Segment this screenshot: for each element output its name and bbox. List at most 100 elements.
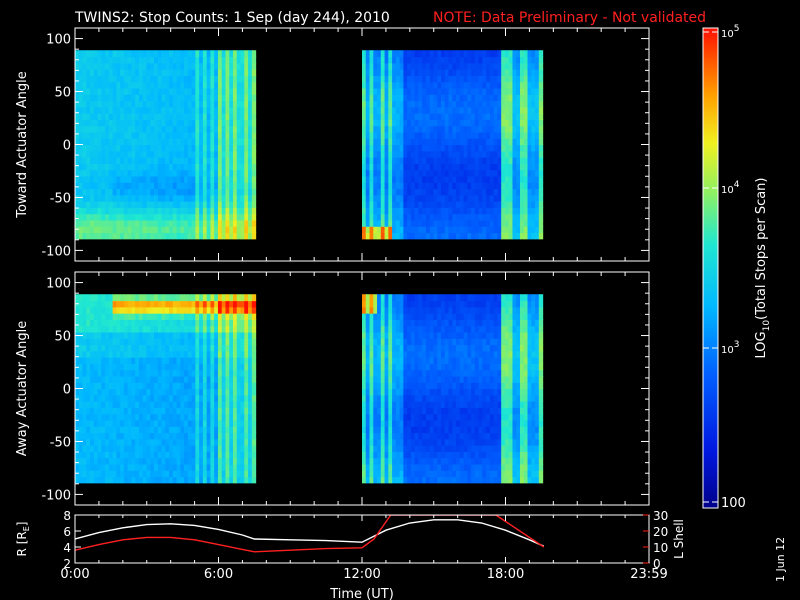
heatmap-cell — [202, 50, 208, 58]
heatmap-cell — [82, 451, 87, 459]
heatmap-cell — [377, 325, 382, 333]
heatmap-cell — [105, 476, 110, 484]
heatmap-cell — [97, 106, 102, 114]
heatmap-cell — [229, 94, 234, 102]
heatmap-cell — [474, 194, 480, 202]
heatmap-cell — [191, 294, 196, 302]
heatmap-cell — [199, 232, 204, 240]
heatmap-cell — [146, 413, 151, 421]
heatmap-cell — [407, 325, 412, 333]
heatmap-cell — [248, 357, 253, 364]
heatmap-cell — [112, 69, 117, 76]
heatmap-cell — [433, 94, 438, 102]
heatmap-cell — [138, 470, 144, 478]
heatmap-cell — [392, 350, 397, 358]
heatmap-cell — [388, 100, 393, 108]
heatmap-cell — [448, 194, 453, 202]
heatmap-cell — [108, 138, 114, 146]
heatmap-cell — [101, 182, 106, 190]
heatmap-cell — [75, 94, 80, 102]
heatmap-cell — [399, 169, 404, 177]
heatmap-cell — [176, 106, 181, 114]
heatmap-cell — [123, 306, 129, 314]
heatmap-cell — [410, 394, 416, 402]
heatmap-cell — [392, 219, 397, 227]
heatmap-cell — [236, 207, 242, 215]
heatmap-cell — [150, 388, 155, 396]
heatmap-cell — [493, 119, 499, 127]
heatmap-cell — [191, 388, 196, 396]
heatmap-cell — [82, 413, 87, 421]
heatmap-cell — [369, 382, 374, 390]
heatmap-cell — [248, 344, 253, 352]
heatmap-cell — [75, 313, 80, 320]
heatmap-cell — [448, 75, 453, 83]
heatmap-cell — [199, 294, 204, 302]
heatmap-cell — [142, 226, 148, 234]
heatmap-cell — [448, 81, 453, 89]
heatmap-cell — [146, 75, 151, 83]
heatmap-cell — [395, 382, 401, 390]
heatmap-cell — [176, 119, 181, 127]
heatmap-cell — [233, 232, 238, 240]
heatmap-cell — [369, 163, 374, 171]
heatmap-cell — [195, 163, 200, 171]
heatmap-cell — [414, 350, 420, 358]
heatmap-cell — [214, 106, 219, 114]
heatmap-cell — [471, 75, 476, 83]
heatmap-cell — [407, 194, 412, 202]
heatmap-cell — [150, 119, 155, 127]
heatmap-cell — [410, 188, 416, 196]
heatmap-cell — [369, 388, 374, 396]
heatmap-cell — [184, 125, 189, 133]
heatmap-cell — [407, 150, 412, 158]
heatmap-cell — [504, 194, 510, 202]
heatmap-cell — [82, 175, 87, 183]
heatmap-cell — [362, 470, 367, 478]
heatmap-cell — [142, 344, 148, 352]
heatmap-cell — [244, 432, 249, 440]
heatmap-cell — [184, 138, 189, 146]
heatmap-cell — [251, 62, 257, 70]
heatmap-cell — [433, 201, 438, 208]
heatmap-cell — [75, 213, 80, 221]
heatmap-cell — [217, 226, 223, 234]
heatmap-cell — [75, 325, 80, 333]
heatmap-cell — [116, 232, 121, 240]
heatmap-cell — [474, 144, 480, 152]
heatmap-cell — [414, 226, 420, 234]
heatmap-cell — [176, 75, 181, 83]
heatmap-cell — [388, 445, 393, 452]
heatmap-cell — [221, 426, 227, 434]
heatmap-cell — [172, 401, 178, 408]
heatmap-cell — [531, 150, 536, 158]
heatmap-cell — [373, 451, 378, 459]
heatmap-cell — [527, 62, 532, 70]
heatmap-cell — [184, 325, 189, 333]
heatmap-cell — [172, 445, 178, 452]
heatmap-cell — [225, 163, 230, 171]
heatmap-cell — [150, 232, 155, 240]
heatmap-cell — [169, 306, 174, 314]
heatmap-cell — [157, 106, 163, 114]
heatmap-cell — [362, 407, 367, 415]
heatmap-cell — [105, 219, 110, 227]
heatmap-cell — [489, 201, 495, 208]
heatmap-cell — [229, 338, 234, 346]
heatmap-cell — [86, 131, 91, 139]
heatmap-cell — [251, 50, 257, 58]
heatmap-cell — [97, 476, 102, 484]
heatmap-cell — [127, 182, 133, 190]
heatmap-cell — [93, 175, 99, 183]
heatmap-cell — [180, 201, 185, 208]
heatmap-cell — [154, 226, 159, 234]
heatmap-cell — [214, 213, 219, 221]
heatmap-cell — [471, 69, 476, 76]
heatmap-cell — [123, 119, 129, 127]
heatmap-cell — [184, 213, 189, 221]
heatmap-cell — [221, 401, 227, 408]
heatmap-cell — [217, 138, 223, 146]
heatmap-cell — [248, 125, 253, 133]
heatmap-cell — [90, 426, 95, 434]
heatmap-cell — [112, 125, 117, 133]
